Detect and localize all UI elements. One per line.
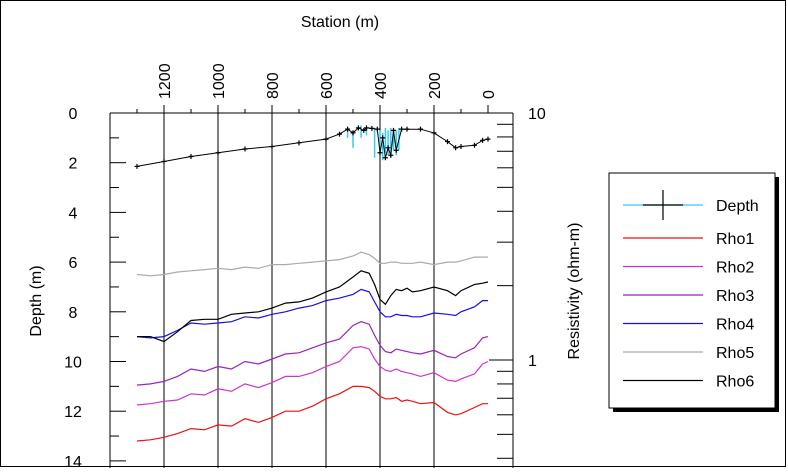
y-tick-label-12: 12 xyxy=(64,404,82,421)
depth-point xyxy=(485,136,491,142)
y-axis-right-title: Resistivity (ohm-m) xyxy=(566,223,583,360)
legend-label-rho6: Rho6 xyxy=(716,374,754,391)
depth-point xyxy=(380,135,386,141)
legend-box-shadow xyxy=(775,177,779,412)
depth-point xyxy=(385,145,391,151)
r-tick-label-10: 10 xyxy=(528,106,546,123)
depth-point xyxy=(242,146,248,152)
series-line-rho6 xyxy=(137,270,489,343)
x-tick-label-1200: 1200 xyxy=(157,63,174,99)
depth-point xyxy=(388,152,394,158)
depth-point xyxy=(296,140,302,146)
depth-point xyxy=(445,139,450,145)
x-tick-label-800: 800 xyxy=(265,72,282,99)
depth-point xyxy=(269,144,275,150)
y-axis-left-title: Depth (m) xyxy=(28,265,45,336)
legend-label-rho4: Rho4 xyxy=(716,317,754,334)
depth-point xyxy=(355,125,361,131)
y-tick-label-6: 6 xyxy=(69,255,78,272)
depth-point xyxy=(472,142,477,148)
depth-point xyxy=(361,127,367,133)
depth-point xyxy=(161,158,167,164)
depth-point xyxy=(480,137,486,143)
x-tick-label-0: 0 xyxy=(481,90,498,99)
legend-depth-cross-icon xyxy=(643,190,683,220)
legend-box-shadow-bottom xyxy=(613,408,779,412)
depth-point xyxy=(215,150,221,156)
depth-point xyxy=(374,126,380,132)
legend-label-rho1: Rho1 xyxy=(716,231,754,248)
depth-point xyxy=(350,130,356,136)
depth-point xyxy=(345,126,351,132)
legend-box xyxy=(608,172,776,409)
y-tick-label-0: 0 xyxy=(69,106,78,123)
series-line-rho2 xyxy=(136,345,489,406)
series-line-rho1 xyxy=(136,385,488,442)
x-tick-label-200: 200 xyxy=(427,72,444,99)
y-tick-label-10: 10 xyxy=(64,355,82,372)
depth-point xyxy=(453,145,459,151)
x-tick-label-400: 400 xyxy=(373,72,390,99)
depth-point xyxy=(418,126,423,132)
plot-area xyxy=(109,112,514,468)
x-tick-label-1000: 1000 xyxy=(211,63,228,99)
depth-point xyxy=(458,144,464,150)
depth-point xyxy=(393,147,399,153)
depth-point xyxy=(364,125,369,131)
y-tick-label-2: 2 xyxy=(69,156,78,173)
depth-point xyxy=(431,130,437,136)
depth-point xyxy=(391,127,396,133)
y-tick-label-14: 14 xyxy=(64,454,82,468)
depth-point xyxy=(323,136,329,142)
y-tick-label-8: 8 xyxy=(69,305,78,322)
legend-label-rho5: Rho5 xyxy=(716,345,754,362)
series-line-depth xyxy=(136,127,489,167)
legend-label-rho3: Rho3 xyxy=(716,288,754,305)
legend-label-depth: Depth xyxy=(716,198,759,215)
series-line-rho4 xyxy=(136,288,488,339)
depth-point xyxy=(404,126,410,132)
x-tick-label-600: 600 xyxy=(319,72,336,99)
depth-point xyxy=(337,131,342,137)
x-axis-title: Station (m) xyxy=(301,14,379,31)
series-line-rho3 xyxy=(136,321,489,386)
legend: Depth Rho1 Rho2 Rho3 Rho4 Rho5 Rho6 xyxy=(608,172,779,412)
y-tick-label-4: 4 xyxy=(69,205,78,222)
legend-label-rho2: Rho2 xyxy=(716,260,754,277)
depth-point xyxy=(377,150,383,156)
depth-point xyxy=(188,153,194,159)
depth-point xyxy=(399,126,405,132)
depth-point xyxy=(369,125,375,131)
r-tick-label-1: 1 xyxy=(528,353,537,370)
series-line-rho5 xyxy=(136,251,488,277)
depth-point xyxy=(382,155,388,161)
depth-point xyxy=(134,163,140,169)
